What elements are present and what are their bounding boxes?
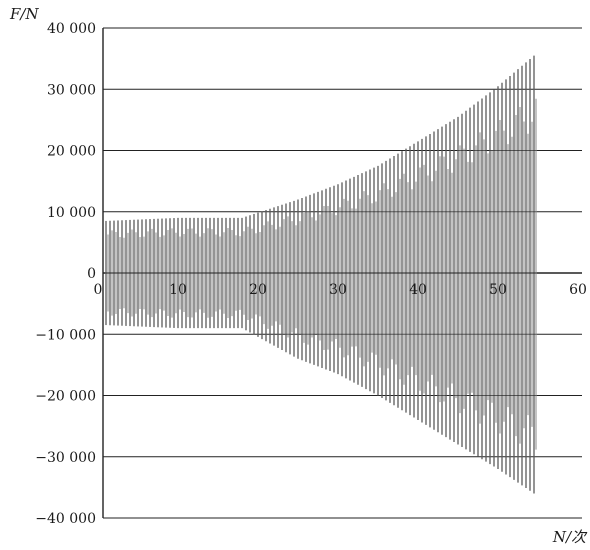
y-tick-label: 10 000 [47, 205, 96, 221]
y-tick-label: 40 000 [47, 21, 96, 37]
y-tick-label: −10 000 [35, 327, 96, 343]
x-tick-label: 10 [169, 282, 187, 298]
y-tick-label: 0 [87, 266, 96, 282]
y-tick-label: 20 000 [47, 144, 96, 160]
y-tick-label: 30 000 [47, 82, 96, 98]
y-axis-label: F/N [9, 5, 39, 23]
x-tick-label: 40 [409, 282, 427, 298]
x-tick-label: 0 [94, 282, 103, 298]
load-signal-series [105, 55, 537, 494]
x-tick-label: 50 [489, 282, 507, 298]
y-tick-label: −30 000 [35, 450, 96, 466]
y-tick-labels: 40 000 30 000 20 000 10 000 0 −10 000 −20 000 −… [35, 21, 96, 527]
y-tick-label: −40 000 [35, 511, 96, 527]
x-tick-label: 30 [329, 282, 347, 298]
x-axis-label: N/次 [552, 528, 588, 546]
x-tick-labels: 0 10 20 30 40 50 60 [94, 282, 587, 298]
y-tick-label: −20 000 [35, 389, 96, 405]
x-tick-label: 20 [249, 282, 267, 298]
x-tick-label: 60 [569, 282, 587, 298]
